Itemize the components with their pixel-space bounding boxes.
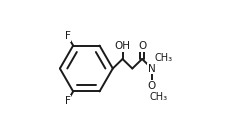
Text: N: N (148, 64, 156, 73)
Text: OH: OH (114, 41, 130, 51)
Text: O: O (148, 81, 156, 91)
Text: F: F (65, 96, 71, 106)
Text: CH₃: CH₃ (149, 92, 167, 102)
Text: CH₃: CH₃ (154, 53, 172, 63)
Text: F: F (65, 31, 71, 41)
Text: O: O (138, 41, 146, 51)
